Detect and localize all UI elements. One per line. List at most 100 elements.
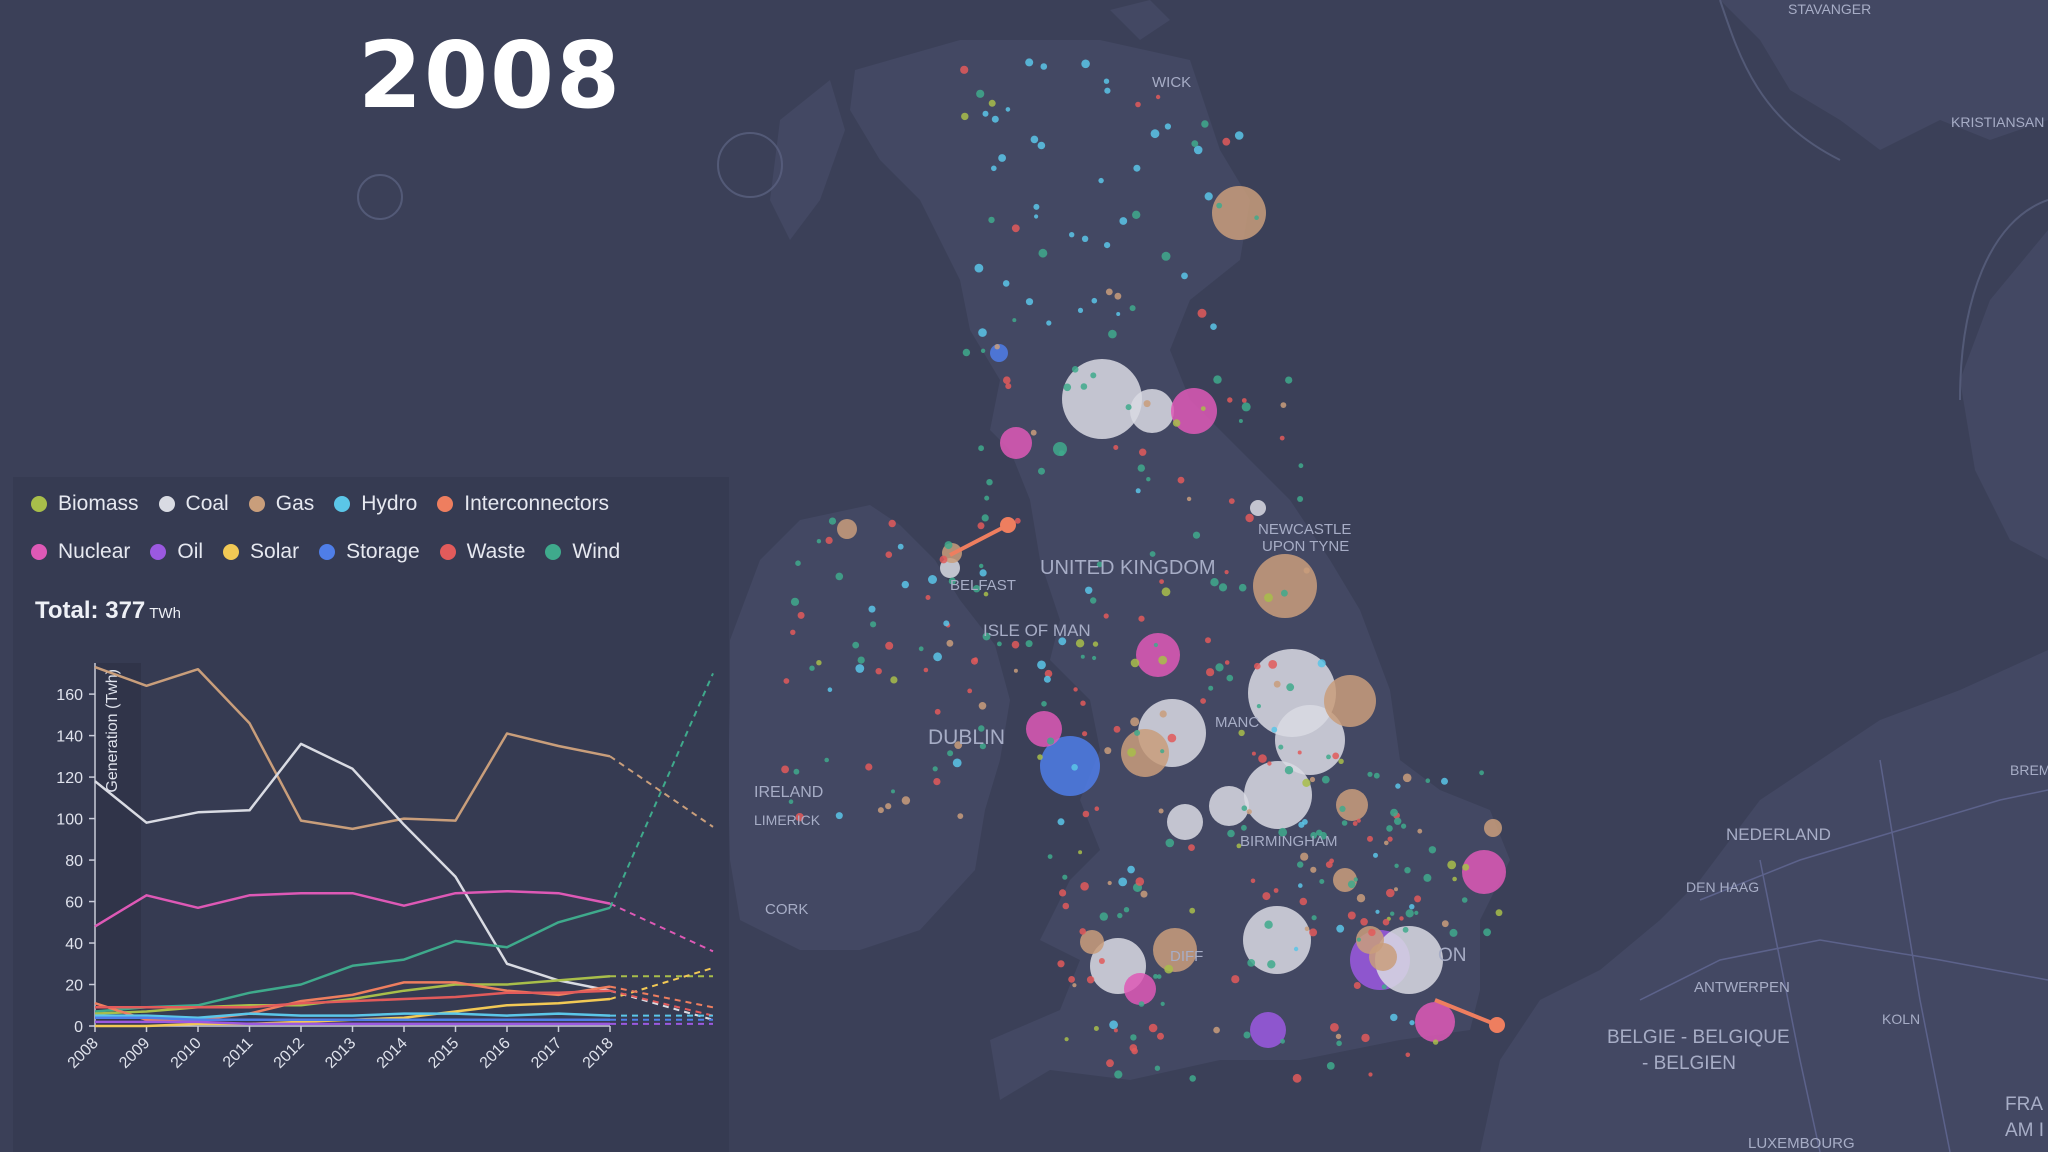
station-hydro[interactable]	[1046, 320, 1052, 326]
station-coal[interactable]	[1375, 926, 1443, 994]
station-wind[interactable]	[1210, 578, 1219, 587]
legend-item-waste[interactable]: Waste	[439, 540, 525, 564]
station-wind[interactable]	[1047, 737, 1055, 745]
station-biomass[interactable]	[1092, 641, 1099, 647]
station-gas[interactable]	[1417, 828, 1423, 834]
station-wind[interactable]	[857, 656, 865, 664]
station-wind[interactable]	[1428, 846, 1437, 854]
station-biomass[interactable]	[961, 112, 969, 121]
station-wind[interactable]	[1149, 551, 1156, 557]
station-wind[interactable]	[1191, 140, 1199, 148]
station-hydro[interactable]	[855, 664, 865, 673]
station-waste[interactable]	[1367, 835, 1373, 842]
station-wind[interactable]	[962, 348, 971, 357]
station-wind[interactable]	[1241, 824, 1247, 831]
station-hydro[interactable]	[1034, 214, 1039, 219]
station-wind[interactable]	[1341, 820, 1348, 826]
station-gas[interactable]	[1280, 402, 1287, 408]
station-waste[interactable]	[1205, 637, 1211, 644]
station-wind[interactable]	[1123, 907, 1130, 913]
station-wind[interactable]	[1243, 1031, 1251, 1039]
station-waste[interactable]	[967, 688, 973, 694]
station-hydro[interactable]	[1081, 235, 1089, 242]
station-wind[interactable]	[1038, 248, 1048, 258]
station-gas[interactable]	[1080, 930, 1104, 954]
station-gas[interactable]	[1304, 926, 1310, 932]
station-wind[interactable]	[790, 597, 800, 606]
station-wind[interactable]	[978, 725, 985, 732]
station-waste[interactable]	[1159, 579, 1164, 584]
station-wind[interactable]	[1483, 928, 1491, 937]
station-wind[interactable]	[1425, 778, 1431, 783]
station-waste[interactable]	[1135, 101, 1141, 108]
station-wind[interactable]	[1134, 729, 1141, 736]
station-hydro[interactable]	[901, 580, 909, 589]
legend-item-coal[interactable]: Coal	[158, 492, 229, 516]
station-hydro[interactable]	[1005, 107, 1011, 112]
station-wind[interactable]	[1310, 832, 1318, 839]
station-waste[interactable]	[1200, 698, 1206, 704]
station-wind[interactable]	[1063, 383, 1072, 392]
station-wind[interactable]	[1117, 912, 1123, 919]
station-waste[interactable]	[1251, 751, 1256, 756]
station-wind[interactable]	[986, 479, 993, 486]
station-biomass[interactable]	[1302, 778, 1311, 788]
station-waste[interactable]	[1414, 895, 1422, 903]
station-waste[interactable]	[933, 778, 941, 786]
station-wind[interactable]	[1090, 372, 1097, 379]
station-gas[interactable]	[1013, 668, 1018, 673]
station-waste[interactable]	[1325, 861, 1333, 868]
station-wind[interactable]	[1241, 805, 1248, 811]
station-wind[interactable]	[1132, 210, 1141, 219]
station-gas[interactable]	[885, 803, 892, 810]
station-biomass[interactable]	[1338, 758, 1344, 764]
station-hydro[interactable]	[1234, 131, 1244, 140]
station-waste[interactable]	[1167, 733, 1177, 743]
station-hydro[interactable]	[1150, 129, 1160, 139]
station-hydro[interactable]	[1390, 1013, 1398, 1022]
station-wind[interactable]	[1311, 915, 1317, 921]
station-waste[interactable]	[1206, 668, 1215, 677]
station-coal[interactable]	[1244, 761, 1312, 829]
station-waste[interactable]	[888, 519, 896, 528]
station-waste[interactable]	[925, 595, 931, 600]
station-wind[interactable]	[944, 541, 953, 550]
station-wind[interactable]	[1381, 984, 1387, 990]
station-wind[interactable]	[816, 539, 822, 544]
station-wind[interactable]	[1356, 937, 1361, 942]
station-coal[interactable]	[1167, 804, 1203, 840]
station-hydro[interactable]	[1091, 297, 1098, 304]
station-hydro[interactable]	[1441, 777, 1448, 785]
station-waste[interactable]	[1279, 435, 1285, 441]
station-wind[interactable]	[1326, 754, 1331, 760]
station-wind[interactable]	[1278, 744, 1284, 750]
station-gas[interactable]	[1158, 808, 1164, 814]
station-gas[interactable]	[1300, 852, 1309, 861]
station-gas[interactable]	[1246, 809, 1252, 815]
station-waste[interactable]	[1073, 687, 1078, 692]
station-wind[interactable]	[1402, 926, 1409, 933]
station-gas[interactable]	[978, 702, 987, 710]
station-waste[interactable]	[973, 657, 978, 662]
station-waste[interactable]	[1352, 821, 1358, 826]
station-wind[interactable]	[809, 665, 815, 671]
station-waste[interactable]	[1309, 928, 1318, 937]
station-gas[interactable]	[1159, 710, 1167, 718]
station-waste[interactable]	[1014, 517, 1021, 524]
station-wind[interactable]	[1012, 318, 1017, 323]
station-wind[interactable]	[1254, 215, 1259, 220]
station-waste[interactable]	[1241, 398, 1247, 403]
station-hydro[interactable]	[1210, 323, 1217, 331]
station-wind[interactable]	[1130, 1034, 1137, 1041]
station-waste[interactable]	[1062, 902, 1070, 910]
station-biomass[interactable]	[1447, 860, 1457, 870]
station-waste[interactable]	[885, 551, 893, 558]
station-gas[interactable]	[1143, 400, 1151, 408]
station-waste[interactable]	[1250, 878, 1256, 884]
station-wind[interactable]	[824, 757, 829, 763]
station-wind[interactable]	[1353, 877, 1359, 882]
station-gas[interactable]	[1441, 920, 1449, 928]
station-wind[interactable]	[1146, 477, 1151, 482]
station-hydro[interactable]	[897, 543, 904, 550]
station-hydro[interactable]	[1069, 232, 1075, 238]
